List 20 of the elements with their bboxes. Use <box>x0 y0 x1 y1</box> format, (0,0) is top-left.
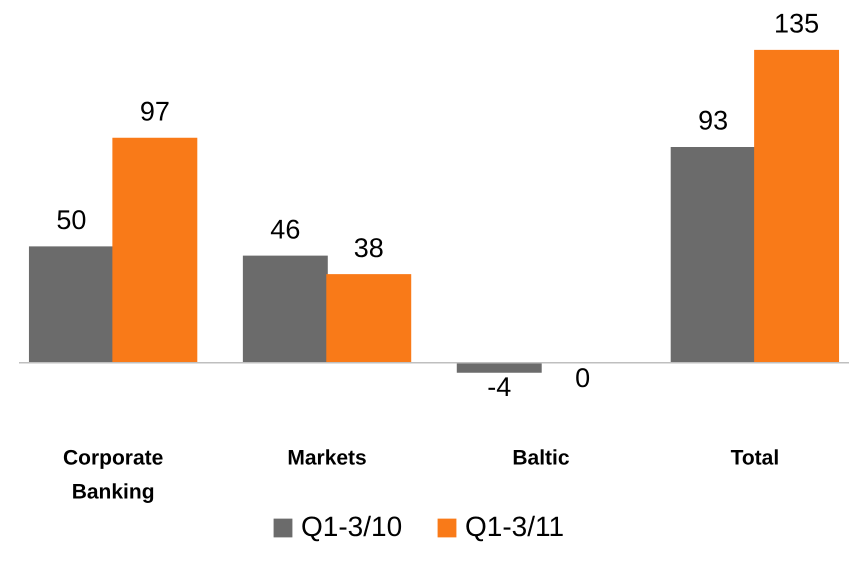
bar <box>670 146 756 364</box>
bar <box>754 50 840 364</box>
data-label: 46 <box>270 214 300 244</box>
data-label: 93 <box>698 106 728 136</box>
bar <box>242 256 328 364</box>
bar <box>112 138 198 364</box>
data-label: 38 <box>354 232 384 263</box>
data-label: 50 <box>56 205 86 236</box>
bar <box>28 246 114 364</box>
x-tick-label: Markets <box>287 446 367 470</box>
x-tick-label: Corporate Banking <box>62 446 164 504</box>
legend-label: Q1-3/11 <box>465 511 564 542</box>
x-tick-label: Total <box>730 446 780 470</box>
data-label: 0 <box>575 362 590 393</box>
x-tick-label: Baltic <box>512 446 570 470</box>
legend-label: Q1-3/10 <box>301 511 402 542</box>
data-label: -4 <box>487 372 512 402</box>
data-label: 135 <box>774 8 820 39</box>
data-label: 97 <box>140 96 170 126</box>
bar <box>326 274 412 364</box>
